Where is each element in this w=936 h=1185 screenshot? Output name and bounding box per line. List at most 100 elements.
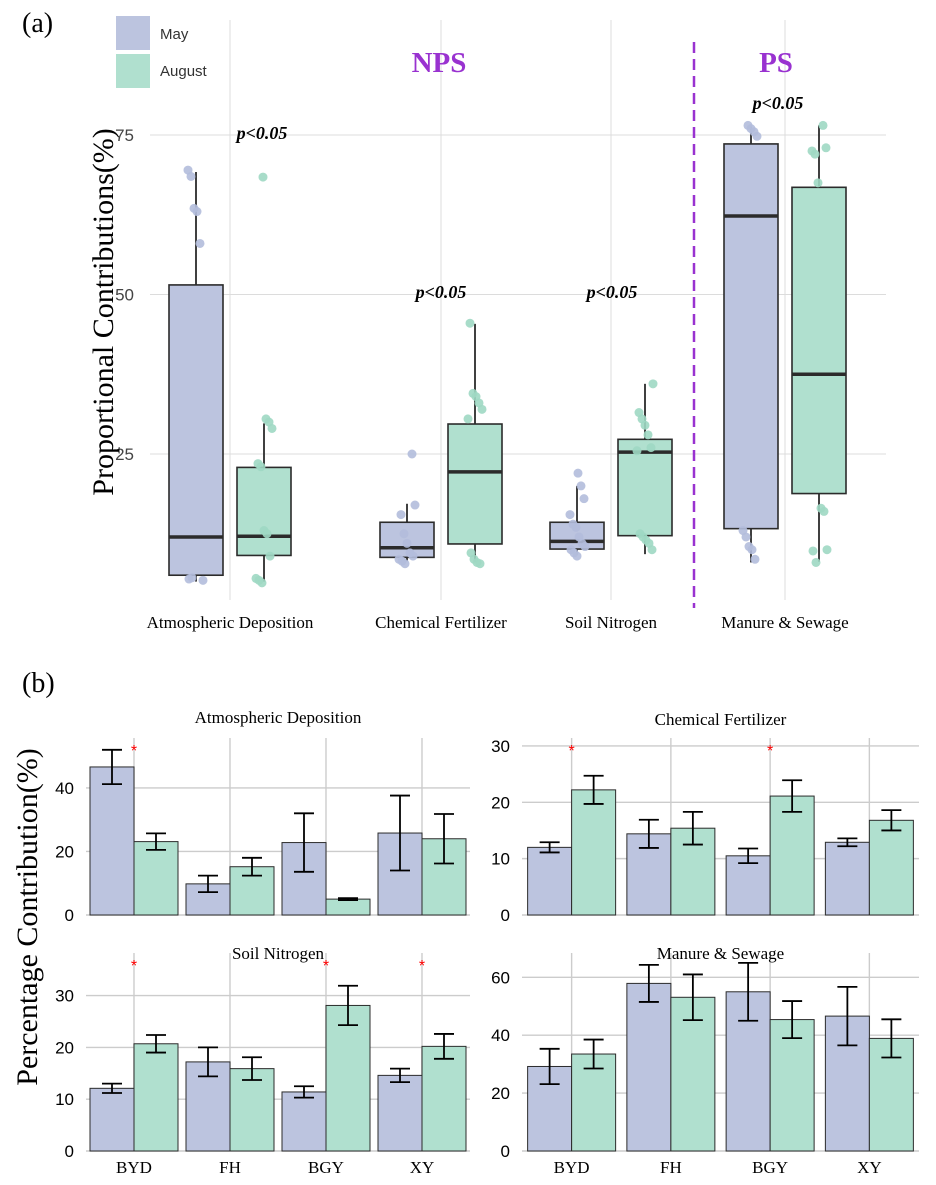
point-may-chemical-fertilizer (396, 510, 406, 520)
point-may-chemical-fertilizer (400, 559, 410, 569)
significance-marker-xy: * (419, 958, 425, 975)
bar-august-xy (421, 1045, 467, 1152)
bar-august-byd (133, 1043, 179, 1152)
x-tick-label-manure-and-sewage: Manure & Sewage (721, 613, 848, 632)
bar-august-byd (571, 789, 617, 916)
point-may-soil-nitrogen (579, 494, 589, 504)
panel-b: (b) Percentage Contribution(%) 0 20 40 Atmo… (11, 668, 919, 1177)
point-may-atmospheric-deposition (187, 573, 197, 583)
y-tick-label-25: 25 (115, 445, 134, 464)
x-tick-label-atmospheric-deposition: Atmospheric Deposition (147, 613, 314, 632)
bar-may-byd (89, 1087, 135, 1152)
y-tick-label-20: 20 (491, 1084, 510, 1103)
panel-a-points (183, 120, 832, 588)
point-may-soil-nitrogen (576, 481, 586, 491)
y-tick-label-0: 0 (65, 1142, 74, 1161)
x-tick-label-bgy: BGY (308, 1158, 344, 1177)
panel-a-annotations: p<0.05 p<0.05 p<0.05 p<0.05 (235, 93, 804, 302)
x-tick-label-fh: FH (219, 1158, 241, 1177)
panel-a-boxes (168, 125, 847, 582)
bar-may-bgy (281, 1091, 327, 1152)
significance-marker-byd: * (131, 958, 137, 975)
bar-may-xy (377, 832, 423, 916)
box-may-atmospheric-deposition (168, 284, 224, 577)
point-august-soil-nitrogen (643, 430, 653, 440)
point-august-atmospheric-deposition (262, 529, 272, 539)
facet-atmospheric-deposition: 0 20 40 Atmospheric Deposition * (55, 708, 470, 925)
significance-marker-bgy: * (767, 743, 773, 760)
box-august-manure-and-sewage (791, 186, 847, 495)
y-tick-label-20: 20 (55, 842, 74, 861)
x-tick-label-xy: XY (410, 1158, 435, 1177)
bar-august-fh (670, 996, 716, 1152)
point-may-atmospheric-deposition (195, 238, 205, 248)
bar-may-fh (626, 982, 672, 1152)
bar-august-byd (571, 1053, 617, 1152)
point-may-chemical-fertilizer (407, 449, 417, 459)
point-may-soil-nitrogen (580, 542, 590, 552)
nps-group-label: NPS (412, 47, 467, 79)
ps-group-label: PS (759, 47, 793, 79)
bar-august-bgy (769, 795, 815, 916)
y-tick-label-40: 40 (491, 1026, 510, 1045)
y-tick-label-30: 30 (55, 987, 74, 1006)
bar-august-bgy (769, 1019, 815, 1152)
bar-august-byd (133, 841, 179, 916)
box-may-manure-and-sewage (723, 143, 779, 530)
point-may-soil-nitrogen (565, 510, 575, 520)
point-may-manure-and-sewage (747, 545, 757, 555)
p-value-annotation-atmospheric-deposition: p<0.05 (235, 123, 288, 143)
panel-b-label: (b) (22, 668, 55, 699)
panel-b-facets: 0 20 40 Atmospheric Deposition * 0 10 20 30 Chemi… (55, 708, 919, 1177)
point-august-manure-and-sewage (811, 557, 821, 567)
legend-swatch-august (116, 54, 150, 88)
legend: May August (116, 16, 208, 88)
y-tick-label-75: 75 (115, 126, 134, 145)
point-august-atmospheric-deposition (267, 423, 277, 433)
point-august-soil-nitrogen (646, 443, 656, 453)
y-tick-label-10: 10 (491, 850, 510, 869)
bar-may-byd (89, 766, 135, 916)
bar-may-byd (527, 846, 573, 916)
legend-label-may: May (160, 26, 189, 43)
panel-a-y-axis-title: Proportional Contributions(%) (87, 128, 120, 495)
bar-may-bgy (725, 855, 771, 916)
point-may-chemical-fertilizer (399, 529, 409, 539)
y-tick-label-60: 60 (491, 968, 510, 987)
point-may-chemical-fertilizer (410, 500, 420, 510)
facet-title-manure-and-sewage: Manure & Sewage (657, 944, 784, 963)
x-tick-label-soil-nitrogen: Soil Nitrogen (565, 613, 658, 632)
panel-a: 25 50 75 Atmospheric Deposition Chemical Fe… (22, 8, 886, 632)
point-may-chemical-fertilizer (408, 551, 418, 561)
x-tick-label-bgy: BGY (752, 1158, 788, 1177)
point-august-chemical-fertilizer (463, 414, 473, 424)
box-august-chemical-fertilizer (447, 423, 503, 545)
panel-a-x-ticks: Atmospheric Deposition Chemical Fertilize… (147, 613, 849, 632)
x-tick-label-byd: BYD (116, 1158, 152, 1177)
bar-august-bgy (325, 898, 371, 916)
bar-august-fh (229, 1068, 275, 1152)
point-august-chemical-fertilizer (477, 404, 487, 414)
point-august-manure-and-sewage (810, 149, 820, 159)
point-may-manure-and-sewage (752, 131, 762, 141)
p-value-annotation-manure-and-sewage: p<0.05 (751, 93, 804, 113)
point-may-soil-nitrogen (573, 468, 583, 478)
significance-marker-bgy: * (323, 958, 329, 975)
point-august-manure-and-sewage (821, 143, 831, 153)
point-august-soil-nitrogen (647, 545, 657, 555)
bar-may-xy (824, 841, 870, 916)
y-tick-label-20: 20 (491, 793, 510, 812)
legend-swatch-may (116, 16, 150, 50)
point-august-soil-nitrogen (632, 446, 642, 456)
x-tick-label-chemical-fertilizer: Chemical Fertilizer (375, 613, 507, 632)
panel-a-y-ticks: 25 50 75 (115, 126, 134, 464)
significance-marker-byd: * (569, 743, 575, 760)
point-august-soil-nitrogen (648, 379, 658, 389)
box-august-atmospheric-deposition (236, 466, 292, 557)
point-august-soil-nitrogen (640, 420, 650, 430)
facet-title-atmospheric-deposition: Atmospheric Deposition (195, 708, 362, 727)
point-august-manure-and-sewage (813, 178, 823, 188)
